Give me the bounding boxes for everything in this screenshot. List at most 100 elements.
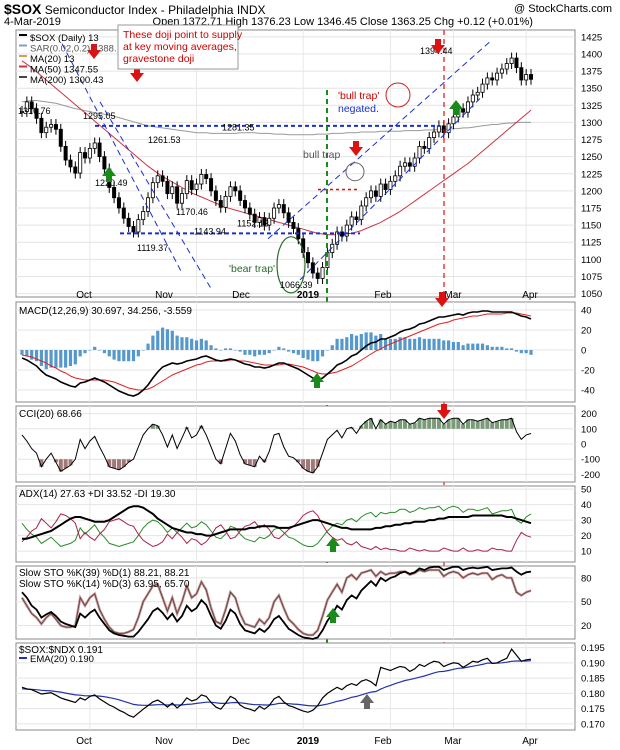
candle-body (209, 178, 214, 192)
chart-title: $SOX Semiconductor Index - Philadelphia … (4, 1, 266, 17)
candle-body (218, 200, 223, 208)
macd-histogram-bar (466, 343, 470, 350)
candle-body (126, 217, 131, 227)
macd-histogram-bar (495, 346, 499, 350)
cci-line (21, 417, 532, 474)
macd-histogram-bar (437, 338, 441, 350)
x-axis-month-label: Dec (232, 290, 250, 301)
adx-tick-label: 30 (581, 516, 592, 527)
macd-histogram-bar (204, 340, 208, 350)
candle-body (247, 207, 252, 215)
macd-histogram-bar (214, 348, 218, 350)
candle-body (262, 217, 267, 226)
stoch-title: Slow STO %K(39) %D(1) 88.21, 88.21 (19, 568, 190, 579)
candle-body (242, 200, 247, 209)
stoch-k14-line (21, 569, 532, 636)
candle-body (112, 187, 117, 199)
cci-tick-label: -100 (581, 455, 600, 466)
macd-histogram-bar (20, 350, 24, 355)
candle-body (233, 186, 238, 192)
candle-body (189, 180, 194, 190)
candle-body (276, 204, 281, 209)
adx-title: ADX(14) 27.63 +DI 33.52 -DI 19.30 (19, 489, 176, 500)
bear-trap-circle (276, 236, 306, 294)
macd-histogram-bar (267, 350, 271, 354)
cci-tick-label: 100 (581, 424, 597, 435)
x-axis-month-label: Nov (155, 736, 173, 747)
macd-histogram-bar (151, 335, 155, 350)
adx-tick-label: 50 (581, 485, 592, 496)
price-legend-entry: MA(50) 1347.55 (30, 65, 98, 76)
candle-body (291, 221, 296, 229)
candle-body (383, 183, 388, 190)
macd-histogram-bar (73, 350, 77, 365)
macd-histogram-bar (461, 345, 465, 350)
adx-tick-label: 40 (581, 500, 592, 511)
price-tick-label: 1400 (581, 49, 602, 60)
macd-histogram-bar (427, 338, 431, 350)
legend-swatch (19, 55, 27, 57)
candle-body (451, 116, 456, 125)
exchange: INDX (236, 3, 266, 17)
macd-histogram-bar (68, 350, 73, 366)
macd-tick-label: 40 (581, 306, 592, 317)
candle-body (281, 204, 286, 214)
price-tick-label: 1075 (581, 272, 602, 283)
candle-body (146, 197, 151, 212)
candle-body (179, 193, 184, 204)
macd-histogram-bar (180, 337, 184, 350)
macd-histogram-bar (170, 330, 174, 350)
macd-histogram-bar (49, 350, 53, 368)
macd-histogram-bar (340, 338, 344, 350)
macd-histogram-bar (88, 350, 92, 351)
macd-histogram-bar (39, 350, 43, 366)
adx-line (22, 505, 532, 540)
di-minus-line (21, 510, 532, 552)
macd-histogram-bar (354, 335, 359, 350)
macd-histogram-bar (500, 346, 504, 350)
macd-histogram-bar (248, 350, 252, 355)
candle-body (470, 94, 475, 103)
price-point-label: 1220.49 (95, 178, 128, 188)
negated-circle (385, 82, 411, 108)
macd-histogram-bar (44, 350, 48, 370)
macd-histogram-bar (287, 350, 291, 352)
candle-body (170, 186, 175, 195)
x-axis-month-label: Apr (522, 290, 538, 301)
macd-histogram-bar (190, 338, 194, 350)
stoch-title: Slow STO %K(14) %D(3) 63.95, 65.70 (19, 579, 190, 590)
macd-histogram-bar (359, 334, 363, 350)
candle-body (359, 205, 364, 221)
candle-body (286, 212, 291, 223)
macd-histogram-bar (383, 338, 388, 350)
macd-histogram-bar (398, 337, 402, 350)
macd-histogram-bar (432, 338, 436, 350)
channel-line (61, 43, 183, 274)
cci-tick-label: -200 (581, 470, 600, 481)
candle-body (393, 175, 398, 182)
macd-histogram-bar (364, 332, 368, 350)
macd-histogram-bar (408, 338, 412, 350)
stoch-tick-label: 20 (581, 621, 592, 632)
macd-histogram-bar (233, 350, 237, 351)
candle-body (320, 267, 325, 279)
candle-body (49, 124, 54, 128)
candle-body (306, 252, 311, 264)
legend-swatch (19, 657, 27, 659)
price-legend-entry: MA(20) 13 (30, 54, 74, 65)
macd-histogram-bar (335, 338, 339, 350)
doji-note-text: at key moving averages, (123, 41, 237, 53)
macd-histogram-bar (253, 350, 257, 357)
macd-histogram-bar (282, 348, 286, 350)
macd-histogram-bar (122, 350, 126, 362)
candle-body (402, 162, 407, 167)
candle-body (519, 67, 524, 81)
candle-body (373, 190, 378, 197)
candle-body (422, 145, 427, 149)
candle-body (73, 166, 78, 174)
macd-histogram-bar (422, 338, 426, 350)
macd-histogram-bar (330, 345, 334, 350)
candle-body (199, 174, 204, 185)
x-axis-month-label: Feb (374, 736, 392, 747)
candle-body (136, 219, 141, 233)
